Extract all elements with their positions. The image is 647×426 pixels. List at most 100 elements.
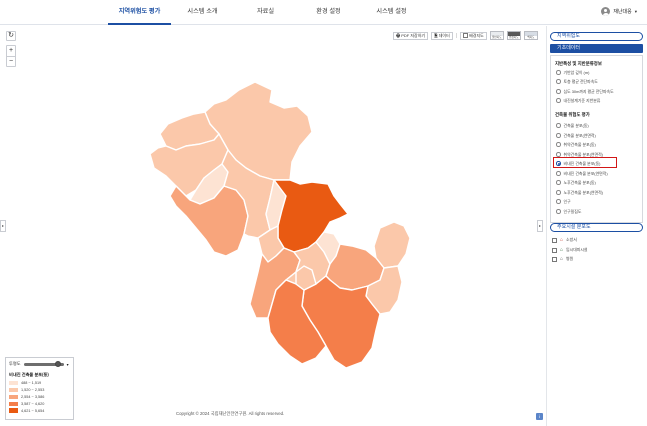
fire-station-icon: ⌂: [560, 237, 564, 243]
layer-option-selected[interactable]: 비내진 건축물 분포(동): [556, 161, 600, 166]
basemap-blank[interactable]: 백지도: [523, 31, 538, 40]
layer-option[interactable]: 기반암 깊이 (m): [556, 70, 589, 75]
radio-button[interactable]: [556, 142, 561, 147]
user-menu[interactable]: 재난대응 ▾: [601, 7, 637, 16]
layer-option[interactable]: 노후건축물 분포(동): [556, 180, 596, 185]
radio-button[interactable]: [556, 89, 561, 94]
layer-option[interactable]: 비내진 건축물 분포(연면적): [556, 171, 608, 176]
basemap-normal[interactable]: 일반지도: [489, 31, 504, 40]
basemap-blank-label: 백지도: [524, 36, 537, 39]
right-panel-toggle[interactable]: ▸: [537, 220, 543, 232]
user-avatar-icon: [601, 7, 611, 16]
info-icon[interactable]: i: [536, 413, 543, 420]
facility-option[interactable]: ⌂ 임시대피시설: [552, 247, 588, 253]
layer-panel: 지역위험도 기초데이터 지반특성 및 지반분류정보 기반암 깊이 (m) 토층 …: [546, 26, 647, 426]
legend-header: 투명도 ▾: [9, 360, 70, 368]
nav-system-settings[interactable]: 시스템 설정: [376, 8, 407, 15]
layer-option[interactable]: 토층 평균 전단파속도: [556, 79, 598, 84]
nav-regional-risk[interactable]: 지역위험도 평가: [108, 0, 171, 25]
radio-button[interactable]: [556, 70, 561, 75]
data-button[interactable]: 🗎 데이터: [431, 31, 453, 40]
radio-button[interactable]: [556, 79, 561, 84]
layer-option[interactable]: 내진설계기준 지반분류: [556, 98, 600, 103]
map-toolbar: 🖶 PDF 저장하기 🗎 데이터 | 배경지도 일반지도 위성지도 백지도: [393, 31, 538, 40]
radio-button[interactable]: [556, 98, 561, 103]
checkbox[interactable]: [552, 247, 557, 253]
radio-button[interactable]: [556, 199, 561, 204]
toolbar-divider: |: [455, 32, 458, 39]
choropleth-map: [149, 81, 411, 369]
checkbox[interactable]: [552, 237, 557, 243]
layer-option[interactable]: 인구밀집도: [556, 209, 581, 214]
radio-button[interactable]: [556, 209, 561, 214]
basemap-toggle[interactable]: 배경지도: [460, 31, 487, 40]
map-region[interactable]: [221, 149, 275, 239]
basemap-satellite[interactable]: 위성지도: [506, 31, 521, 40]
facility-option[interactable]: ⌂ 소방서: [552, 237, 577, 243]
layer-option[interactable]: 취약건축물 분포(연면적): [556, 152, 603, 157]
nav-env-settings[interactable]: 환경 설정: [316, 8, 341, 15]
zoom-out-button[interactable]: −: [7, 56, 15, 65]
top-header: 지역위험도 평가 시스템 소개 자료실 환경 설정 시스템 설정 재난대응 ▾: [0, 0, 647, 25]
layer-option-label: 내진설계기준 지반분류: [563, 97, 601, 103]
layer-option[interactable]: 건축물 분포(연면적): [556, 133, 596, 138]
map-region[interactable]: [295, 265, 317, 291]
legend-item: 1,520 ~ 2,553: [9, 387, 70, 394]
radio-button[interactable]: [556, 171, 561, 176]
legend-collapse-icon[interactable]: ▾: [66, 361, 69, 367]
data-label: 데이터: [438, 32, 450, 38]
layer-option[interactable]: 노후건축물 분포(연면적): [556, 190, 603, 195]
legend-swatch: [9, 394, 18, 400]
radio-button[interactable]: [556, 180, 561, 185]
legend-item: 2,554 ~ 3,586: [9, 394, 70, 401]
legend-swatch: [9, 401, 18, 406]
legend-range: 3,587 ~ 4,620: [21, 401, 45, 406]
map-canvas[interactable]: [0, 26, 546, 426]
layer-option-label: 비내진 건축물 분포(연면적): [563, 170, 608, 176]
radio-button[interactable]: [556, 133, 561, 138]
slider-handle[interactable]: [54, 361, 61, 367]
legend-swatch: [9, 381, 18, 386]
document-icon: 🗎: [434, 32, 438, 38]
layer-list-box: [550, 55, 643, 223]
left-panel-toggle[interactable]: ▸: [0, 220, 6, 232]
main-nav: 지역위험도 평가 시스템 소개 자료실 환경 설정 시스템 설정: [108, 0, 423, 25]
printer-icon: 🖶: [396, 32, 401, 38]
legend-swatch: [9, 388, 18, 393]
tab-regional-risk[interactable]: 지역위험도: [550, 32, 643, 41]
legend-range: 4,621 ~ 5,654: [21, 408, 45, 413]
map-region[interactable]: [373, 221, 411, 269]
opacity-slider[interactable]: [23, 361, 64, 367]
pdf-save-button[interactable]: 🖶 PDF 저장하기: [393, 31, 429, 40]
opacity-label: 투명도: [9, 361, 21, 366]
layer-option[interactable]: 건축물 분포(동): [556, 123, 589, 128]
facility-option[interactable]: ⌂ 병원: [552, 256, 573, 262]
basemap-toggle-label: 배경지도: [469, 32, 484, 38]
basemap-checkbox[interactable]: [463, 33, 469, 38]
nav-archive[interactable]: 자료실: [256, 8, 275, 15]
legend-item: 4,621 ~ 5,654: [9, 407, 70, 414]
refresh-button[interactable]: ↻: [6, 31, 16, 41]
hospital-icon: ⌂: [560, 256, 564, 262]
nav-system-intro[interactable]: 시스템 소개: [187, 8, 218, 15]
section-ground-info: 지반특성 및 지반분류정보: [555, 61, 602, 66]
tab-facility-map[interactable]: 주요시설 분포도: [550, 223, 643, 232]
chevron-down-icon: ▾: [634, 8, 637, 14]
radio-button[interactable]: [556, 190, 561, 195]
section-building-risk: 건축물 위험도 평가: [555, 112, 590, 117]
map-legend: 투명도 ▾ 비내진 건축물 분포(동) 488 ~ 1,519 1,520 ~ …: [5, 357, 74, 420]
zoom-in-button[interactable]: +: [8, 47, 14, 54]
checkbox[interactable]: [552, 256, 557, 262]
legend-range: 1,520 ~ 2,553: [21, 388, 45, 393]
radio-button[interactable]: [556, 123, 561, 128]
radio-button-selected[interactable]: [556, 161, 561, 166]
radio-button[interactable]: [556, 152, 561, 157]
legend-range: 488 ~ 1,519: [21, 381, 42, 386]
layer-option-label: 노후건축물 분포(동): [563, 179, 596, 185]
layer-option[interactable]: 심도 30m까지 평균 전단파속도: [556, 89, 614, 94]
layer-option[interactable]: 취약건축물 분포(동): [556, 142, 596, 147]
selection-highlight-box: [553, 157, 617, 168]
facility-label: 소방서: [566, 237, 577, 242]
tab-base-data[interactable]: 기초데이터: [550, 44, 643, 53]
layer-option[interactable]: 인구: [556, 199, 571, 204]
